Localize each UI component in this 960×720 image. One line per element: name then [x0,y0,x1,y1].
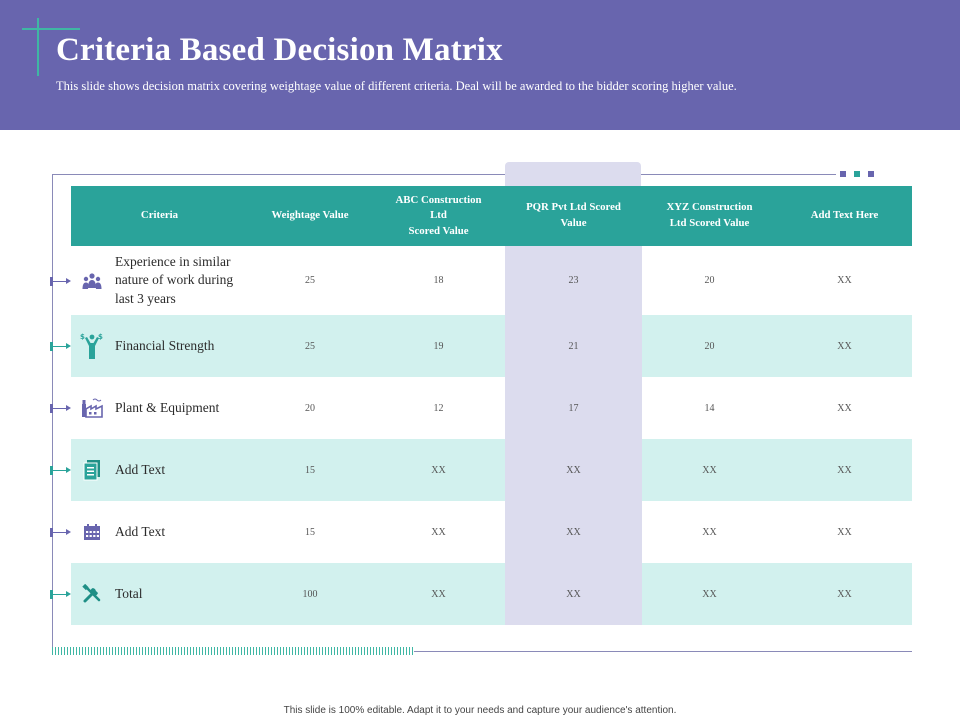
header-pqr-line2: Value [560,217,587,229]
slide-subtitle: This slide shows decision matrix coverin… [56,79,737,93]
criteria-label: Total [115,585,143,601]
extra-cell: XX [837,275,852,286]
svg-text:$: $ [98,333,103,341]
row-connector [50,342,72,351]
row-connector [50,404,72,413]
criteria-label: Add Text [115,461,166,477]
row-connector [50,466,72,475]
frame-line-bottom [413,651,912,652]
abc-cell: 18 [433,275,444,286]
frame-line-left [52,174,53,652]
extra-cell: XX [837,526,852,538]
row-connector [50,528,72,537]
weightage-cell: 15 [305,464,315,476]
header-pqr-line1: PQR Pvt Ltd Scored [526,201,621,214]
xyz-cell: XX [702,588,717,600]
tools-icon [79,581,105,607]
criteria-cell: Experience in similar nature of work dur… [71,246,248,315]
abc-cell: XX [431,526,446,538]
pqr-cell: XX [505,563,642,625]
row-connector [50,276,72,286]
xyz-cell: XX [702,464,717,476]
table-header-row: Criteria Weightage Value ABC Constructio… [71,186,912,246]
criteria-label: Experience in similar nature of work dur… [115,254,234,306]
slide-title: Criteria Based Decision Matrix [56,32,503,68]
weightage-cell: 25 [305,340,315,352]
decorative-line-vertical [37,18,39,76]
header-criteria: Criteria [140,209,179,222]
table-row: Experience in similar nature of work dur… [50,246,912,315]
header-extra: Add Text Here [810,209,879,222]
criteria-cell: Total [71,563,248,625]
xyz-cell: 20 [704,340,715,352]
frame-line-top [52,174,836,175]
abc-cell: XX [431,588,446,600]
xyz-cell: 14 [704,402,715,414]
decorative-square [868,171,874,177]
header-abc-line3: Scored Value [408,224,469,237]
factory-icon [79,395,105,421]
header-abc: ABC Construction Ltd Scored Value [372,186,505,246]
weightage-cell: 100 [302,588,318,600]
decision-matrix-table: Criteria Weightage Value ABC Constructio… [50,186,912,625]
header-xyz-line1: XYZ Construction [666,201,753,214]
pqr-cell: XX [505,501,642,563]
criteria-cell: Add Text [71,439,248,501]
svg-text:$: $ [80,333,85,341]
extra-cell: XX [837,588,852,600]
table-row: Add Text 15 XX XX XX XX [50,501,912,563]
criteria-label: Add Text [115,523,166,539]
extra-cell: XX [837,340,852,352]
table-row: Total 100 XX XX XX XX [50,563,912,625]
decorative-line-horizontal [22,28,80,30]
abc-cell: 19 [433,340,444,352]
people-group-icon [79,268,105,294]
header-xyz-line2: Ltd Scored Value [669,217,750,229]
table-row: Add Text 15 XX XX XX XX [50,439,912,501]
criteria-label: Plant & Equipment [115,399,220,415]
weightage-cell: 25 [305,275,315,286]
title-banner: Criteria Based Decision Matrix This slid… [0,0,960,130]
header-xyz: XYZ Construction Ltd Scored Value [642,186,777,246]
header-pqr: PQR Pvt Ltd Scored Value [505,186,642,246]
striped-accent-bar [52,647,414,655]
weightage-cell: 20 [305,402,315,414]
header-abc-line1: ABC Construction [395,193,482,206]
table-row: Plant & Equipment 20 12 17 14 XX [50,377,912,439]
header-abc-line2: Ltd [430,209,447,222]
criteria-label: Financial Strength [115,337,215,353]
footer-note: This slide is 100% editable. Adapt it to… [283,705,677,716]
calendar-icon [79,519,105,545]
decorative-square [840,171,846,177]
decorative-square [854,171,860,177]
row-connector [50,590,72,599]
criteria-cell: Plant & Equipment [71,377,248,439]
abc-cell: XX [431,464,446,476]
criteria-cell: Add Text [71,501,248,563]
pqr-cell: 17 [505,377,642,439]
pqr-cell: 23 [505,246,642,315]
criteria-cell: $ $ Financial Strength [71,315,248,377]
extra-cell: XX [837,402,852,414]
pqr-cell: 21 [505,315,642,377]
xyz-cell: XX [702,526,717,538]
header-weightage: Weightage Value [271,209,349,222]
pqr-cell: XX [505,439,642,501]
xyz-cell: 20 [704,275,715,286]
weightage-cell: 15 [305,526,315,538]
abc-cell: 12 [433,402,444,414]
extra-cell: XX [837,464,852,476]
table-row: $ $ Financial Strength 25 19 21 20 XX [50,315,912,377]
money-hand-icon: $ $ [79,333,105,359]
document-stack-icon [79,457,105,483]
